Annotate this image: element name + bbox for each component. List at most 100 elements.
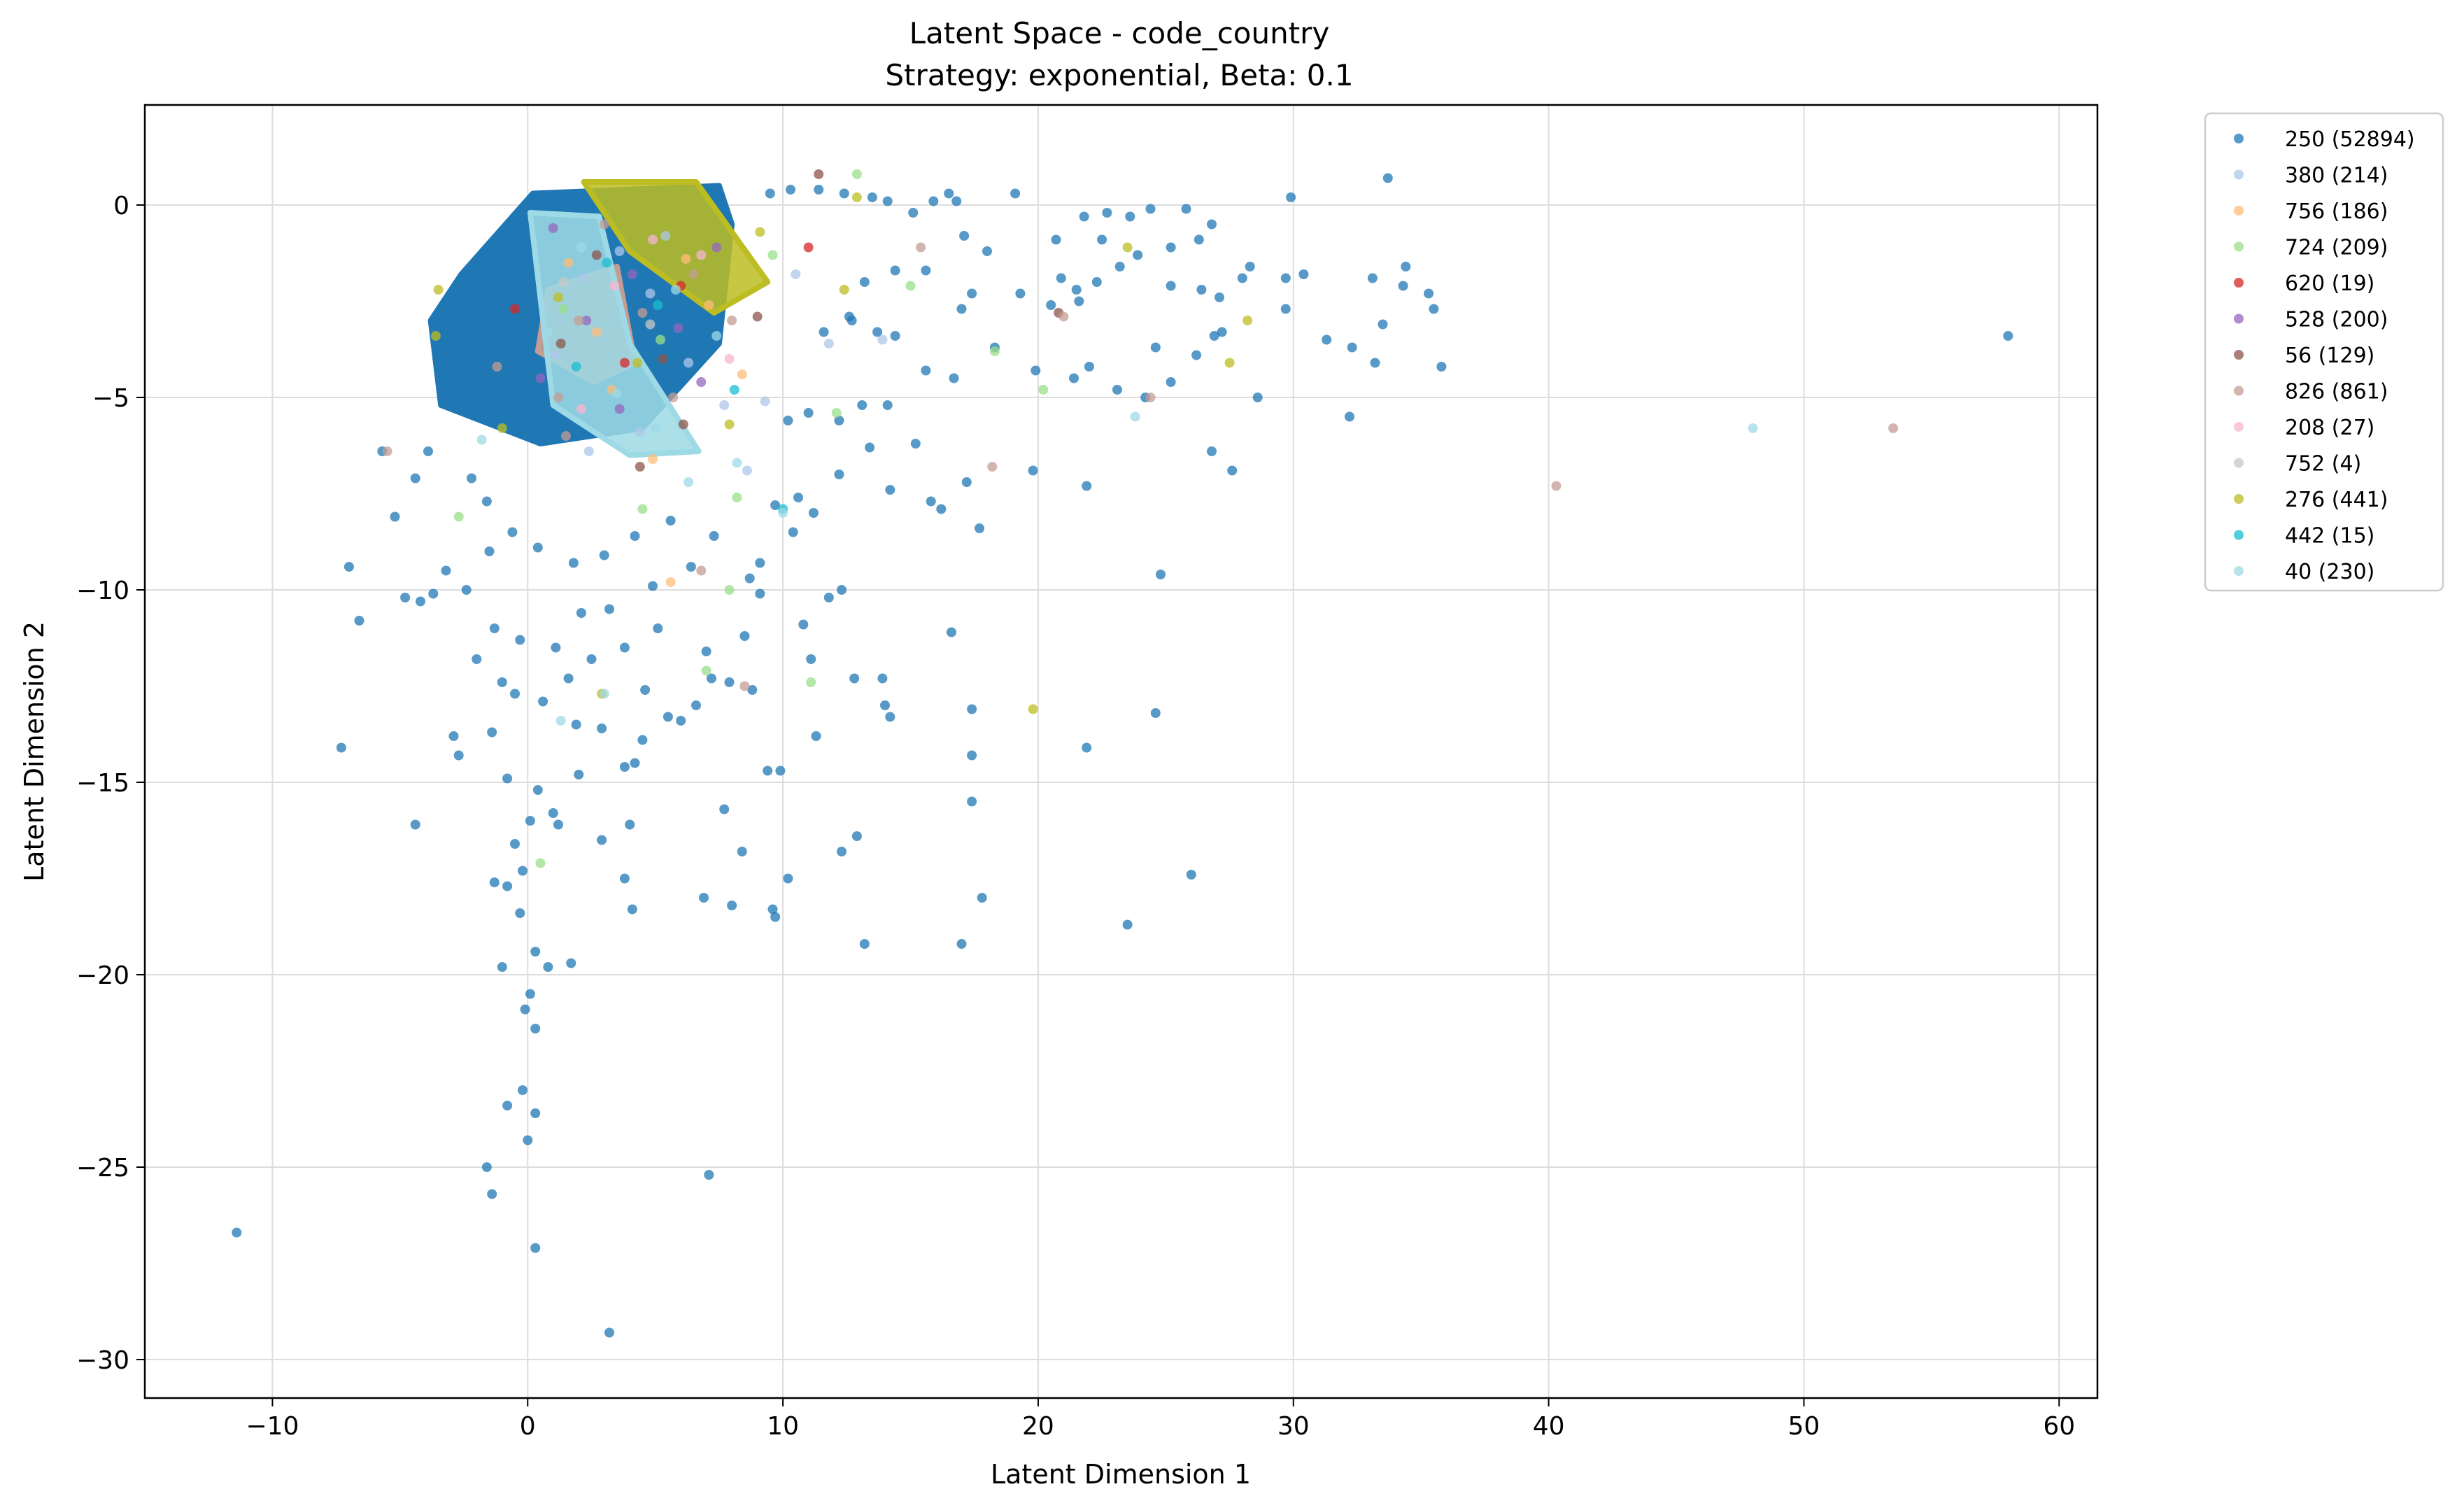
point-250 <box>525 989 535 999</box>
x-tick-label: 20 <box>1022 1412 1054 1441</box>
legend-marker-380 <box>2234 169 2244 180</box>
point-250 <box>502 881 513 891</box>
point-250 <box>1133 250 1143 260</box>
point-250 <box>530 947 541 957</box>
point-250 <box>515 635 525 645</box>
point-276 <box>433 285 444 295</box>
point-250 <box>1031 365 1041 376</box>
point-250 <box>487 1189 497 1199</box>
point-250 <box>507 527 518 537</box>
point-40 <box>1748 423 1758 433</box>
point-250 <box>1074 296 1084 306</box>
chart-subtitle: Strategy: exponential, Beta: 0.1 <box>885 58 1353 92</box>
point-724 <box>453 511 464 522</box>
point-250 <box>890 265 900 276</box>
legend-marker-40 <box>2234 566 2244 576</box>
point-620 <box>803 242 814 253</box>
point-250 <box>1382 173 1393 183</box>
point-250 <box>961 477 972 487</box>
point-724 <box>535 858 546 868</box>
point-250 <box>783 873 793 884</box>
legend-label-56: 56 (129) <box>2285 344 2374 368</box>
point-250 <box>908 208 919 218</box>
point-250 <box>1424 288 1434 299</box>
point-250 <box>530 1108 541 1118</box>
point-250 <box>1245 262 1255 271</box>
legend-label-40: 40 (230) <box>2285 560 2374 584</box>
point-250 <box>767 904 778 915</box>
point-442 <box>602 257 612 268</box>
point-250 <box>597 724 607 733</box>
point-208 <box>648 234 658 245</box>
point-250 <box>410 473 420 484</box>
point-250 <box>724 677 735 687</box>
x-tick-label: 40 <box>1533 1412 1565 1441</box>
point-250 <box>484 546 495 556</box>
point-724 <box>724 585 735 595</box>
point-250 <box>354 616 364 626</box>
point-250 <box>344 562 354 572</box>
point-250 <box>719 804 730 814</box>
point-250 <box>1217 327 1227 337</box>
point-250 <box>640 685 651 695</box>
y-axis-label: Latent Dimension 2 <box>19 621 50 882</box>
point-250 <box>630 758 640 768</box>
x-tick-label: 0 <box>520 1412 536 1441</box>
chart-title: Latent Space - code_country <box>909 16 1330 50</box>
point-250 <box>755 588 765 599</box>
point-40 <box>650 423 660 433</box>
point-250 <box>834 470 844 479</box>
point-250 <box>1370 358 1380 368</box>
point-250 <box>586 654 597 664</box>
point-250 <box>630 531 640 541</box>
x-tick-label: 10 <box>767 1412 799 1441</box>
point-380 <box>760 396 770 407</box>
point-724 <box>806 677 816 687</box>
point-276 <box>497 423 507 433</box>
point-56 <box>555 339 566 348</box>
point-380 <box>583 446 594 456</box>
point-250 <box>619 762 630 772</box>
point-250 <box>1286 192 1296 202</box>
point-40 <box>576 242 586 253</box>
point-250 <box>489 877 500 887</box>
point-250 <box>872 327 883 337</box>
point-250 <box>428 588 439 599</box>
point-250 <box>551 642 561 653</box>
point-250 <box>553 819 563 830</box>
point-250 <box>1122 919 1133 930</box>
point-250 <box>487 727 497 738</box>
legend-label-528: 528 (200) <box>2285 308 2388 332</box>
point-250 <box>1150 708 1161 718</box>
point-250 <box>525 816 535 826</box>
point-250 <box>604 1327 614 1338</box>
point-250 <box>599 550 609 560</box>
point-250 <box>423 446 433 456</box>
point-40 <box>684 477 694 487</box>
point-250 <box>819 327 829 337</box>
y-tick-label: −30 <box>76 1346 129 1375</box>
point-826 <box>696 565 707 576</box>
point-250 <box>1046 300 1056 310</box>
legend-label-724: 724 (209) <box>2285 236 2388 260</box>
point-380 <box>719 400 730 410</box>
y-tick-label: −15 <box>76 769 129 798</box>
point-250 <box>798 619 809 630</box>
point-826 <box>561 431 571 441</box>
point-724 <box>831 408 842 418</box>
point-826 <box>727 316 737 325</box>
y-tick-label: −5 <box>92 384 129 413</box>
point-724 <box>989 346 1000 356</box>
point-40 <box>555 716 566 726</box>
point-620 <box>510 304 520 314</box>
point-40 <box>711 331 722 341</box>
x-tick-label: −10 <box>246 1412 299 1441</box>
point-250 <box>839 188 849 199</box>
point-250 <box>532 542 543 553</box>
x-axis-label: Latent Dimension 1 <box>991 1459 1251 1490</box>
point-208 <box>696 250 707 260</box>
point-250 <box>1015 288 1026 299</box>
point-826 <box>1145 393 1156 402</box>
point-250 <box>336 742 346 753</box>
point-250 <box>1166 281 1176 291</box>
